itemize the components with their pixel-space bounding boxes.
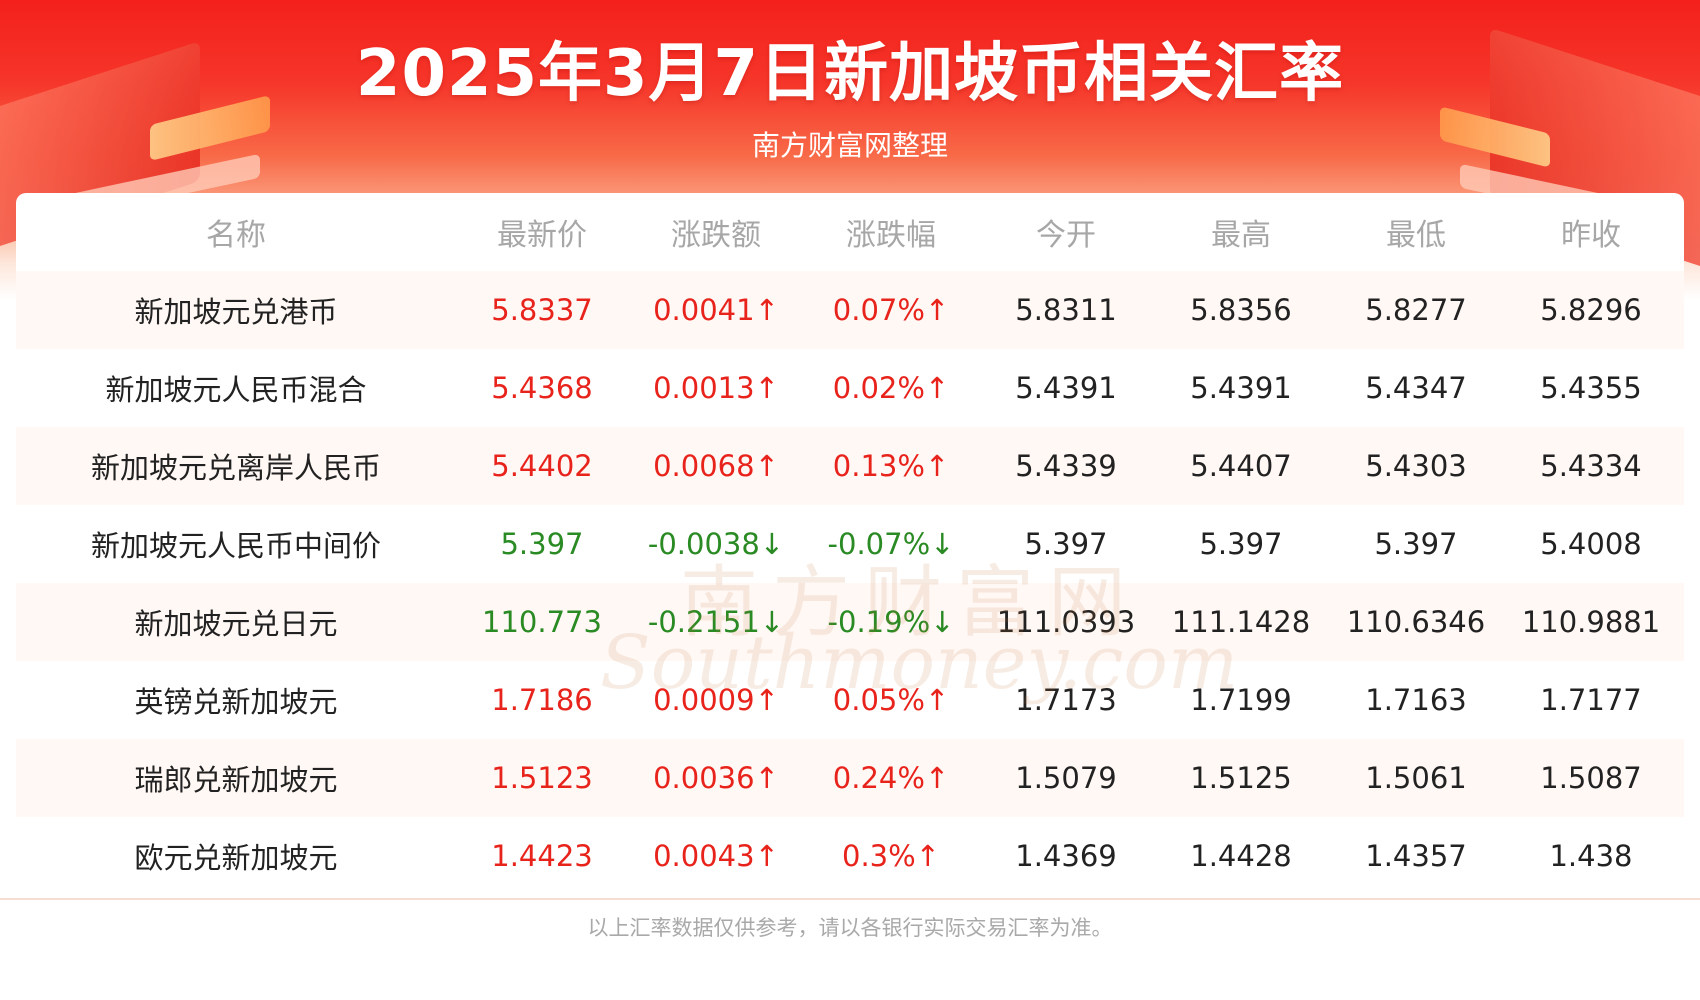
- column-header-change: 涨跌额: [671, 218, 761, 253]
- prev-close-price: 110.9881: [1521, 605, 1661, 639]
- rates-table: 名称 最新价 涨跌额 涨跌幅 今开 最高 最低 昨收 新加坡元兑港币 5.833…: [16, 193, 1684, 913]
- high-price: 5.397: [1199, 527, 1283, 561]
- change-amount: 0.0043↑: [653, 839, 779, 873]
- currency-pair-name: 新加坡元兑日元: [134, 607, 338, 641]
- low-price: 5.4347: [1365, 371, 1467, 405]
- change-percent: -0.07%↓: [827, 527, 955, 561]
- change-amount: 0.0068↑: [653, 449, 779, 483]
- latest-price: 5.397: [500, 527, 584, 561]
- open-price: 5.8311: [1015, 293, 1117, 327]
- prev-close-price: 5.4008: [1540, 527, 1642, 561]
- currency-pair-name: 英镑兑新加坡元: [134, 685, 338, 719]
- open-price: 1.4369: [1015, 839, 1117, 873]
- high-price: 5.4391: [1190, 371, 1292, 405]
- open-price: 5.4339: [1015, 449, 1117, 483]
- column-header-open: 今开: [1036, 218, 1096, 253]
- open-price: 5.397: [1024, 527, 1108, 561]
- latest-price: 1.7186: [491, 683, 593, 717]
- change-percent: 0.05%↑: [832, 683, 950, 717]
- table-row: 新加坡元兑日元 110.773 -0.2151↓ -0.19%↓ 111.039…: [16, 583, 1684, 661]
- change-percent: 0.3%↑: [842, 839, 940, 873]
- latest-price: 5.4402: [491, 449, 593, 483]
- change-amount: -0.2151↓: [647, 605, 785, 639]
- change-percent: 0.02%↑: [832, 371, 950, 405]
- low-price: 1.7163: [1365, 683, 1467, 717]
- change-amount: 0.0009↑: [653, 683, 779, 717]
- footer-divider: [0, 898, 1700, 900]
- table-row: 新加坡元兑离岸人民币 5.4402 0.0068↑ 0.13%↑ 5.4339 …: [16, 427, 1684, 505]
- latest-price: 1.4423: [491, 839, 593, 873]
- latest-price: 110.773: [482, 605, 602, 639]
- column-header-change-pct: 涨跌幅: [846, 218, 936, 253]
- change-percent: 0.24%↑: [832, 761, 950, 795]
- high-price: 5.4407: [1190, 449, 1292, 483]
- table-row: 欧元兑新加坡元 1.4423 0.0043↑ 0.3%↑ 1.4369 1.44…: [16, 817, 1684, 895]
- open-price: 1.5079: [1015, 761, 1117, 795]
- prev-close-price: 5.8296: [1540, 293, 1642, 327]
- high-price: 1.7199: [1190, 683, 1292, 717]
- column-header-latest: 最新价: [497, 218, 587, 253]
- currency-pair-name: 新加坡元兑港币: [134, 295, 338, 329]
- low-price: 110.6346: [1346, 605, 1486, 639]
- open-price: 1.7173: [1015, 683, 1117, 717]
- low-price: 1.4357: [1365, 839, 1467, 873]
- latest-price: 5.4368: [491, 371, 593, 405]
- page-title: 2025年3月7日新加坡币相关汇率: [355, 37, 1345, 111]
- change-amount: 0.0041↑: [653, 293, 779, 327]
- open-price: 5.4391: [1015, 371, 1117, 405]
- column-header-low: 最低: [1386, 218, 1446, 253]
- disclaimer-text: 以上汇率数据仅供参考，请以各银行实际交易汇率为准。: [587, 916, 1113, 940]
- currency-pair-name: 新加坡元人民币混合: [105, 373, 367, 407]
- high-price: 1.5125: [1190, 761, 1292, 795]
- low-price: 1.5061: [1365, 761, 1467, 795]
- prev-close-price: 1.5087: [1540, 761, 1642, 795]
- table-header: 名称 最新价 涨跌额 涨跌幅 今开 最高 最低 昨收: [16, 193, 1684, 271]
- change-percent: -0.19%↓: [827, 605, 955, 639]
- latest-price: 5.8337: [491, 293, 593, 327]
- table-row: 新加坡元兑港币 5.8337 0.0041↑ 0.07%↑ 5.8311 5.8…: [16, 271, 1684, 349]
- prev-close-price: 1.438: [1549, 839, 1633, 873]
- prev-close-price: 5.4355: [1540, 371, 1642, 405]
- latest-price: 1.5123: [491, 761, 593, 795]
- currency-pair-name: 新加坡元兑离岸人民币: [90, 451, 381, 485]
- table-row: 新加坡元人民币混合 5.4368 0.0013↑ 0.02%↑ 5.4391 5…: [16, 349, 1684, 427]
- currency-pair-name: 瑞郎兑新加坡元: [134, 763, 338, 797]
- high-price: 111.1428: [1171, 605, 1311, 639]
- high-price: 1.4428: [1190, 839, 1292, 873]
- change-percent: 0.07%↑: [832, 293, 950, 327]
- low-price: 5.4303: [1365, 449, 1467, 483]
- low-price: 5.8277: [1365, 293, 1467, 327]
- currency-pair-name: 新加坡元人民币中间价: [90, 529, 381, 563]
- table-row: 新加坡元人民币中间价 5.397 -0.0038↓ -0.07%↓ 5.397 …: [16, 505, 1684, 583]
- column-header-high: 最高: [1211, 218, 1271, 253]
- table-row: 英镑兑新加坡元 1.7186 0.0009↑ 0.05%↑ 1.7173 1.7…: [16, 661, 1684, 739]
- column-header-name: 名称: [206, 218, 266, 253]
- change-amount: 0.0013↑: [653, 371, 779, 405]
- column-header-prev-close: 昨收: [1561, 218, 1621, 253]
- high-price: 5.8356: [1190, 293, 1292, 327]
- page-subtitle: 南方财富网整理: [751, 129, 948, 162]
- prev-close-price: 1.7177: [1540, 683, 1642, 717]
- prev-close-price: 5.4334: [1540, 449, 1642, 483]
- low-price: 5.397: [1374, 527, 1458, 561]
- change-amount: -0.0038↓: [647, 527, 785, 561]
- change-percent: 0.13%↑: [832, 449, 950, 483]
- open-price: 111.0393: [996, 605, 1136, 639]
- change-amount: 0.0036↑: [653, 761, 779, 795]
- table-row: 瑞郎兑新加坡元 1.5123 0.0036↑ 0.24%↑ 1.5079 1.5…: [16, 739, 1684, 817]
- currency-pair-name: 欧元兑新加坡元: [134, 841, 338, 875]
